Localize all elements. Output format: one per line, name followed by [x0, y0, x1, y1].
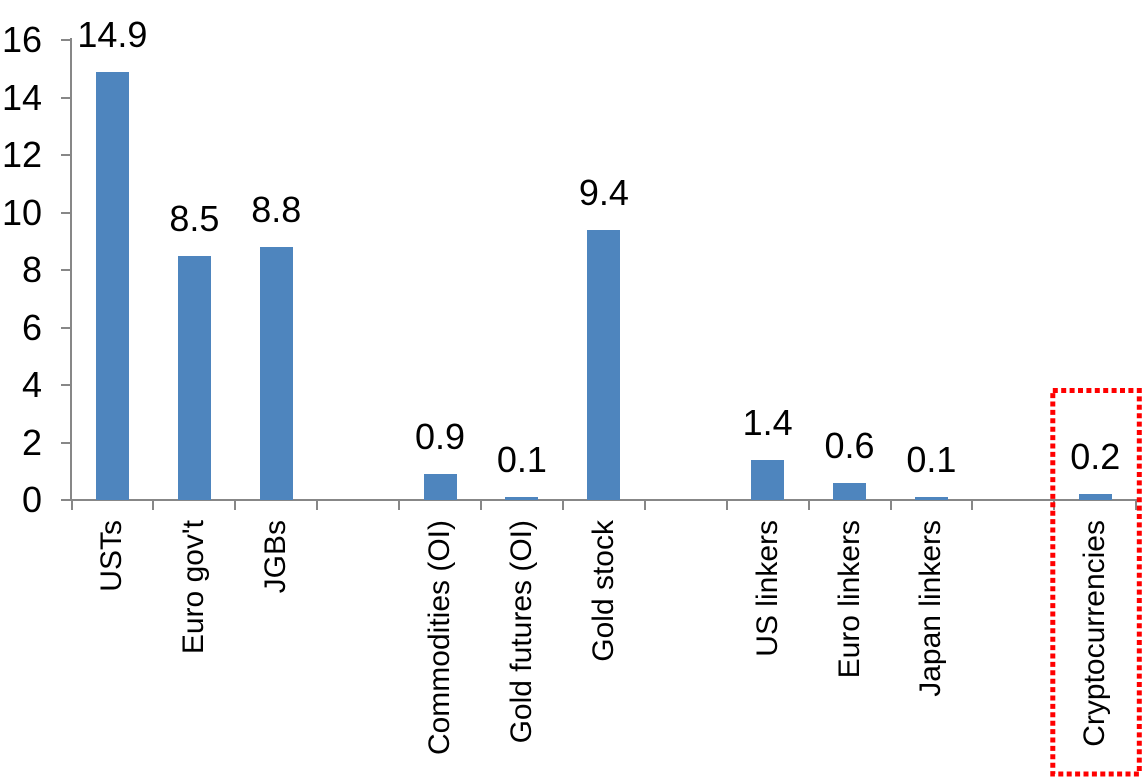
bar-japan-linkers — [914, 497, 948, 500]
category-label-commodities-oi: Commodities (OI) — [423, 520, 457, 756]
bar-gold-stock — [587, 229, 621, 500]
x-tick — [1053, 500, 1056, 510]
y-tick-10 — [61, 211, 71, 214]
category-label-euro-linkers: Euro linkers — [832, 520, 866, 679]
bar-gold-futures-oi — [505, 497, 539, 500]
category-label-us-linkers: US linkers — [750, 520, 784, 657]
y-tick-label-16: 16 — [1, 19, 42, 60]
value-label-usts: 14.9 — [77, 13, 148, 55]
y-tick-label-6: 6 — [21, 306, 42, 348]
value-label-jgbs: 8.8 — [251, 189, 302, 230]
bar-usts — [95, 71, 129, 500]
y-tick-label-8: 8 — [21, 249, 42, 290]
x-tick — [480, 500, 482, 510]
bar-euro-gov-t — [177, 255, 211, 500]
bar-us-linkers — [751, 459, 785, 500]
x-tick — [152, 500, 155, 510]
y-tick-label-4: 4 — [21, 364, 42, 405]
x-tick — [725, 500, 728, 510]
x-tick — [70, 500, 73, 510]
category-label-euro-gov-t: Euro gov't — [177, 520, 211, 655]
value-label-euro-gov-t: 8.5 — [169, 197, 220, 239]
y-tick-16 — [61, 39, 71, 41]
y-tick-label-10: 10 — [1, 191, 42, 233]
y-axis-line — [70, 38, 72, 500]
value-label-euro-linkers: 0.6 — [824, 424, 875, 466]
bar-jgbs — [259, 247, 293, 500]
value-label-cryptocurrencies: 0.2 — [1070, 436, 1121, 478]
value-label-japan-linkers: 0.1 — [906, 439, 957, 481]
x-tick — [807, 500, 810, 510]
category-label-gold-stock: Gold stock — [586, 520, 620, 662]
category-label-japan-linkers: Japan linkers — [914, 520, 948, 697]
x-axis-line — [61, 499, 1138, 501]
value-label-gold-futures-oi: 0.1 — [496, 439, 547, 481]
category-label-cryptocurrencies: Cryptocurrencies — [1078, 520, 1112, 747]
y-tick-label-12: 12 — [1, 134, 42, 175]
x-tick — [561, 500, 564, 510]
y-tick-label-14: 14 — [1, 76, 42, 118]
value-label-commodities-oi: 0.9 — [415, 416, 466, 458]
y-tick-label-0: 0 — [21, 479, 42, 520]
x-tick — [1135, 500, 1138, 510]
x-tick — [889, 500, 892, 510]
y-tick-4 — [61, 384, 71, 386]
y-tick-12 — [61, 154, 71, 156]
value-label-gold-stock: 9.4 — [578, 171, 629, 213]
x-tick — [398, 500, 401, 510]
y-tick-0 — [61, 499, 71, 501]
y-tick-2 — [61, 441, 71, 444]
x-tick — [971, 500, 974, 510]
bar-commodities-oi — [423, 474, 457, 500]
x-tick — [316, 500, 319, 510]
y-tick-8 — [61, 269, 71, 271]
x-tick — [643, 500, 646, 510]
category-label-gold-futures-oi: Gold futures (OI) — [504, 520, 538, 744]
y-tick-6 — [61, 326, 71, 329]
bar-cryptocurrencies — [1078, 494, 1112, 500]
value-label-us-linkers: 1.4 — [742, 401, 793, 443]
bar-euro-linkers — [833, 482, 867, 500]
category-label-jgbs: JGBs — [259, 520, 293, 594]
category-label-usts: USTs — [95, 520, 129, 592]
y-tick-label-2: 2 — [21, 421, 42, 463]
y-tick-14 — [61, 96, 71, 99]
x-tick — [234, 500, 237, 510]
